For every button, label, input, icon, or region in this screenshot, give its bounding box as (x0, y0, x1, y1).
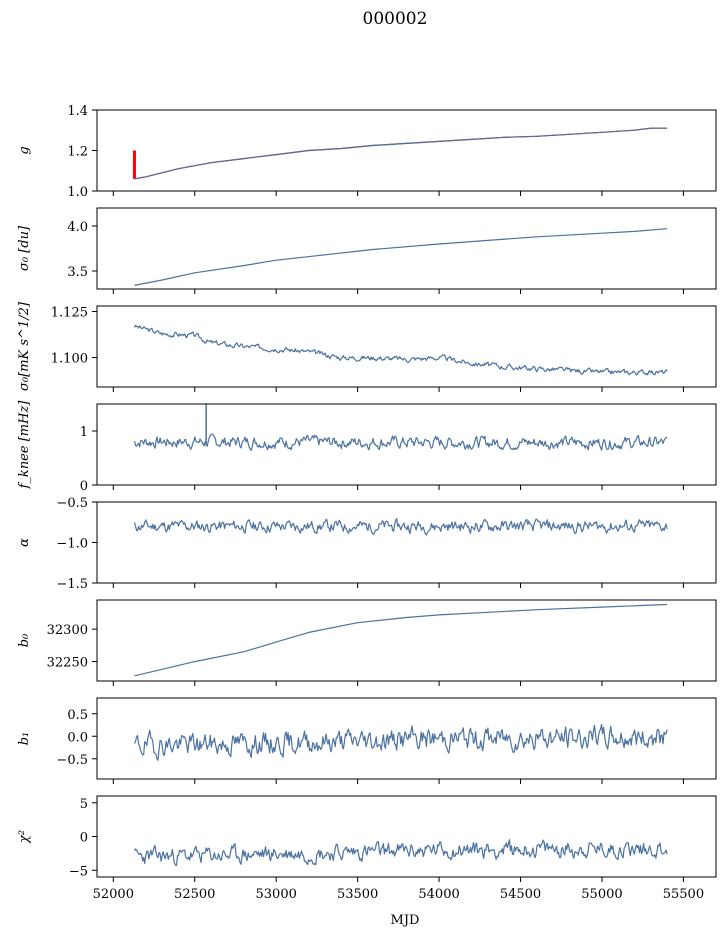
axes-frame-g (96, 109, 717, 192)
panel-b0: 32250 32300 b₀ (17, 599, 717, 686)
y-tick-label-chi2-1: 0 (80, 831, 88, 846)
series-line-chi2-0 (133, 839, 668, 866)
panel-b1: −0.5 0.0 0.5 b₁ (17, 697, 717, 784)
y-tick-label-chi2-2: 5 (80, 797, 88, 812)
series-line-sigma0-mk-0 (133, 324, 668, 376)
axes-frame-b0 (96, 599, 717, 682)
panel-fknee: 0 1 f_knee [mHz] (17, 400, 717, 494)
y-tick-label-fknee-0: 0 (80, 479, 88, 494)
y-tick-label-alpha-1: −1.0 (56, 537, 88, 552)
y-tick-label-b1-2: 0.5 (67, 708, 88, 723)
panels-group: 1.0 1.2 1.4 g 3.5 4.0 σ₀ [du] 1.100 1.125 σ₀[mK s… (17, 104, 717, 902)
series-line-b0-0 (134, 603, 668, 677)
axes-frame-alpha (96, 501, 717, 584)
series-line-sigma0-du-0 (134, 228, 668, 286)
y-tick-label-g-2: 1.4 (67, 104, 88, 119)
x-tick-label-2: 53000 (256, 887, 297, 902)
y-tick-label-b1-0: −0.5 (56, 753, 88, 768)
panel-alpha: −1.5 −1.0 −0.5 α (17, 496, 717, 592)
series-line-alpha-0 (133, 518, 668, 536)
y-tick-label-alpha-2: −0.5 (56, 496, 88, 511)
y-tick-label-b0-1: 32300 (47, 623, 88, 638)
y-tick-label-b0-0: 32250 (47, 656, 88, 671)
series-line-fknee-0 (133, 433, 668, 452)
x-tick-label-1: 52500 (174, 887, 215, 902)
panel-chi2: −5 0 5 χ² (17, 795, 717, 882)
panel-g: 1.0 1.2 1.4 g (17, 104, 717, 200)
x-tick-label-3: 53500 (337, 887, 378, 902)
axes-frame-b1 (96, 697, 717, 780)
axes-frame-fknee (96, 403, 717, 486)
y-tick-label-sigma0-mk-0: 1.100 (51, 352, 88, 367)
chart-title: 000002 (363, 9, 428, 29)
y-axis-label-chi2: χ² (17, 830, 32, 844)
y-tick-label-g-0: 1.0 (67, 185, 88, 200)
x-tick-label-6: 55000 (581, 887, 622, 902)
x-tick-label-0: 52000 (93, 887, 134, 902)
axes-frame-chi2 (96, 795, 717, 878)
y-tick-label-g-1: 1.2 (67, 145, 88, 160)
x-tick-label-4: 54000 (418, 887, 459, 902)
y-axis-label-alpha: α (17, 538, 32, 547)
y-tick-label-fknee-1: 1 (80, 425, 88, 440)
y-tick-label-sigma0-mk-1: 1.125 (51, 306, 88, 321)
y-tick-label-chi2-0: −5 (69, 864, 88, 879)
y-axis-label-fknee: f_knee [mHz] (17, 400, 32, 490)
axes-frame-sigma0-mk (96, 305, 717, 388)
panel-sigma0-mk: 1.100 1.125 σ₀[mK s^1/2] (17, 301, 717, 392)
x-axis-label: MJD (391, 913, 420, 928)
x-tick-label-7: 55500 (663, 887, 704, 902)
y-axis-label-b0: b₀ (17, 633, 32, 647)
y-axis-label-g: g (17, 146, 32, 154)
series-line-g-1 (134, 127, 668, 180)
axes-frame-sigma0-du (96, 207, 717, 290)
y-tick-label-b1-1: 0.0 (67, 730, 88, 745)
y-axis-label-b1: b₁ (17, 732, 32, 746)
y-tick-label-sigma0-du-1: 4.0 (67, 220, 88, 235)
x-tick-label-5: 54500 (500, 887, 541, 902)
y-axis-label-sigma0-mk: σ₀[mK s^1/2] (17, 301, 32, 391)
y-tick-label-alpha-0: −1.5 (56, 577, 88, 592)
y-axis-label-sigma0-du: σ₀ [du] (17, 225, 32, 271)
panel-sigma0-du: 3.5 4.0 σ₀ [du] (17, 207, 717, 294)
series-line-b1-0 (133, 724, 668, 761)
y-tick-label-sigma0-du-0: 3.5 (67, 265, 88, 280)
series-line-g-0 (134, 127, 668, 180)
